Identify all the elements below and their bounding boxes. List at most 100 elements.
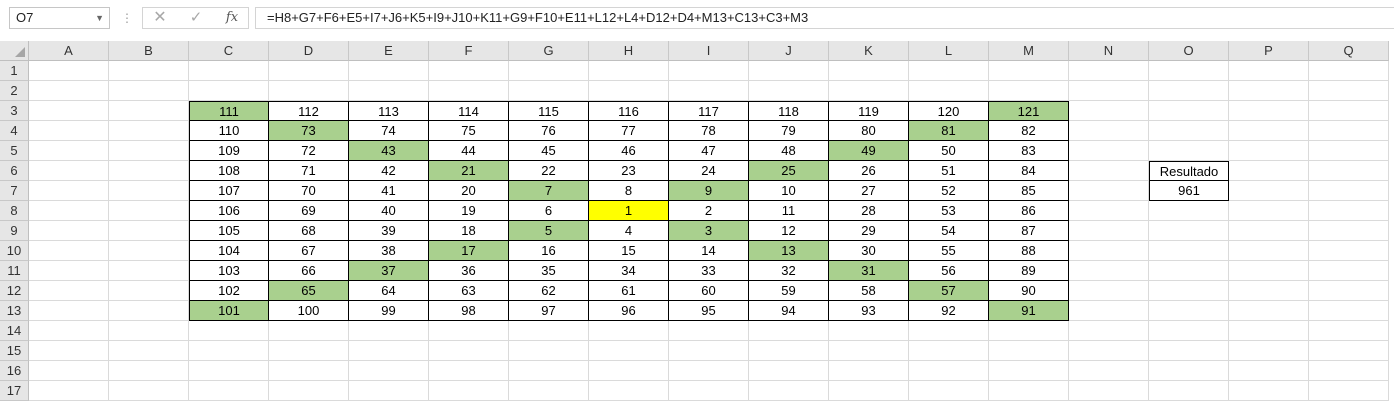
cell[interactable]: [1069, 61, 1149, 81]
table-cell[interactable]: 20: [429, 181, 509, 201]
table-cell[interactable]: 11: [749, 201, 829, 221]
table-cell[interactable]: 69: [269, 201, 349, 221]
cell[interactable]: [109, 281, 189, 301]
cell[interactable]: [829, 381, 909, 401]
cell[interactable]: [29, 161, 109, 181]
cell[interactable]: [29, 241, 109, 261]
row-header-9[interactable]: 9: [0, 221, 29, 241]
table-cell[interactable]: 46: [589, 141, 669, 161]
cell[interactable]: [749, 341, 829, 361]
cell[interactable]: [269, 381, 349, 401]
cell[interactable]: [829, 321, 909, 341]
cell[interactable]: [589, 321, 669, 341]
cell[interactable]: [589, 361, 669, 381]
cell[interactable]: [189, 81, 269, 101]
column-header-c[interactable]: C: [189, 41, 269, 61]
cell[interactable]: [749, 81, 829, 101]
cell[interactable]: [589, 81, 669, 101]
cell[interactable]: [1229, 261, 1309, 281]
cell[interactable]: [749, 321, 829, 341]
cell[interactable]: [589, 341, 669, 361]
cell[interactable]: [29, 261, 109, 281]
table-cell[interactable]: 115: [509, 101, 589, 121]
cell[interactable]: [29, 341, 109, 361]
cell[interactable]: [909, 61, 989, 81]
column-header-q[interactable]: Q: [1309, 41, 1389, 61]
table-cell[interactable]: 63: [429, 281, 509, 301]
cell[interactable]: [1229, 221, 1309, 241]
table-cell[interactable]: 38: [349, 241, 429, 261]
cell[interactable]: [1309, 121, 1389, 141]
row-header-13[interactable]: 13: [0, 301, 29, 321]
table-cell[interactable]: 45: [509, 141, 589, 161]
table-cell[interactable]: 89: [989, 261, 1069, 281]
row-header-3[interactable]: 3: [0, 101, 29, 121]
cell[interactable]: [1149, 101, 1229, 121]
cell[interactable]: [1309, 301, 1389, 321]
cell[interactable]: [669, 381, 749, 401]
cell[interactable]: [189, 381, 269, 401]
cell[interactable]: [509, 61, 589, 81]
cell[interactable]: [29, 361, 109, 381]
row-header-7[interactable]: 7: [0, 181, 29, 201]
column-header-p[interactable]: P: [1229, 41, 1309, 61]
cell[interactable]: [109, 181, 189, 201]
table-cell[interactable]: 78: [669, 121, 749, 141]
cell[interactable]: [989, 321, 1069, 341]
table-cell[interactable]: 71: [269, 161, 349, 181]
table-cell[interactable]: 34: [589, 261, 669, 281]
cell[interactable]: [1309, 221, 1389, 241]
cell[interactable]: [429, 81, 509, 101]
cell[interactable]: [669, 341, 749, 361]
cell[interactable]: [589, 381, 669, 401]
table-cell[interactable]: 87: [989, 221, 1069, 241]
table-cell[interactable]: 118: [749, 101, 829, 121]
cell[interactable]: [429, 341, 509, 361]
row-header-4[interactable]: 4: [0, 121, 29, 141]
column-header-m[interactable]: M: [989, 41, 1069, 61]
table-cell[interactable]: 36: [429, 261, 509, 281]
column-header-a[interactable]: A: [29, 41, 109, 61]
cell[interactable]: [109, 301, 189, 321]
table-cell[interactable]: 65: [269, 281, 349, 301]
table-cell[interactable]: 110: [189, 121, 269, 141]
cell[interactable]: [109, 81, 189, 101]
table-cell[interactable]: 25: [749, 161, 829, 181]
cell[interactable]: [1069, 221, 1149, 241]
table-cell[interactable]: 73: [269, 121, 349, 141]
cell[interactable]: [109, 61, 189, 81]
table-cell[interactable]: 68: [269, 221, 349, 241]
cell[interactable]: [29, 381, 109, 401]
table-cell[interactable]: 74: [349, 121, 429, 141]
cell[interactable]: [1309, 61, 1389, 81]
table-cell[interactable]: 31: [829, 261, 909, 281]
table-cell[interactable]: 56: [909, 261, 989, 281]
cell[interactable]: [29, 281, 109, 301]
table-cell[interactable]: 104: [189, 241, 269, 261]
table-cell[interactable]: 93: [829, 301, 909, 321]
table-cell[interactable]: 99: [349, 301, 429, 321]
table-cell[interactable]: 57: [909, 281, 989, 301]
table-cell[interactable]: 101: [189, 301, 269, 321]
cell[interactable]: [109, 141, 189, 161]
table-cell[interactable]: 19: [429, 201, 509, 221]
column-header-n[interactable]: N: [1069, 41, 1149, 61]
cell[interactable]: [29, 201, 109, 221]
table-cell[interactable]: 8: [589, 181, 669, 201]
cell[interactable]: [349, 361, 429, 381]
cell[interactable]: [509, 81, 589, 101]
cell[interactable]: [109, 261, 189, 281]
cell[interactable]: [1229, 381, 1309, 401]
table-cell[interactable]: 1: [589, 201, 669, 221]
table-cell[interactable]: 13: [749, 241, 829, 261]
cell[interactable]: [669, 81, 749, 101]
cell[interactable]: [29, 141, 109, 161]
cell[interactable]: [1149, 221, 1229, 241]
table-cell[interactable]: 111: [189, 101, 269, 121]
table-cell[interactable]: 30: [829, 241, 909, 261]
table-cell[interactable]: 62: [509, 281, 589, 301]
cell[interactable]: [1149, 261, 1229, 281]
cell[interactable]: [1069, 121, 1149, 141]
table-cell[interactable]: 90: [989, 281, 1069, 301]
table-cell[interactable]: 18: [429, 221, 509, 241]
